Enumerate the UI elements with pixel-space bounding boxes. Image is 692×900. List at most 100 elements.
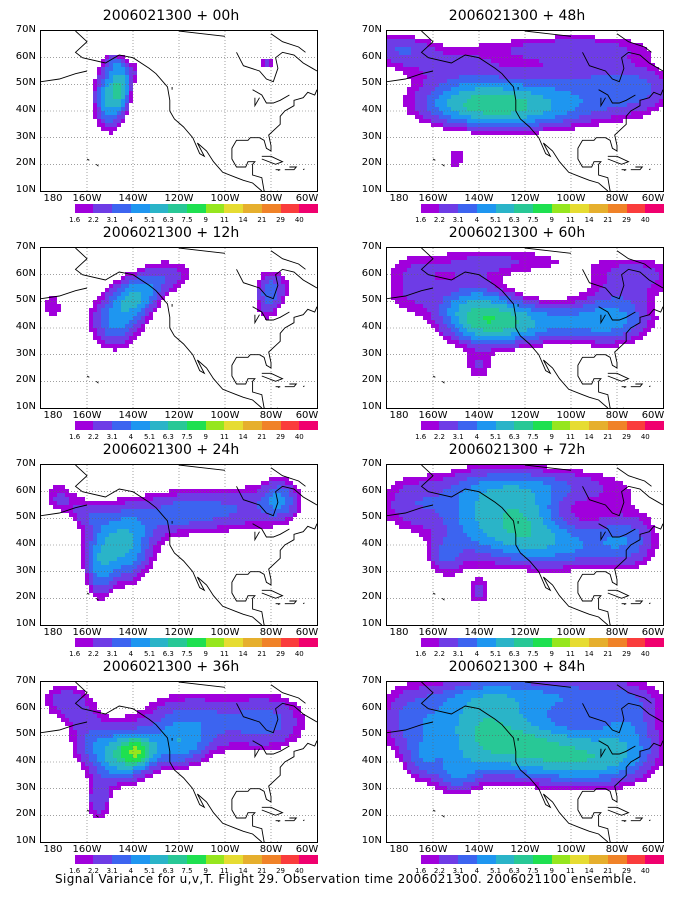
contour-cell — [101, 521, 105, 525]
contour-cell — [141, 553, 145, 557]
contour-cell — [483, 131, 487, 135]
contour-cell — [101, 316, 105, 320]
contour-cell — [395, 276, 399, 280]
contour-cell — [515, 268, 519, 272]
contour-cell — [419, 300, 423, 304]
contour-cell — [435, 300, 439, 304]
contour-cell — [583, 47, 587, 51]
contour-cell — [479, 127, 483, 131]
contour-cell — [431, 489, 435, 493]
contour-cell — [399, 35, 403, 39]
contour-cell — [659, 99, 663, 103]
contour-cell — [507, 473, 511, 477]
contour-cell — [173, 489, 177, 493]
contour-cell — [447, 75, 451, 79]
contour-cell — [535, 264, 539, 268]
contour-cell — [579, 43, 583, 47]
contour-cell — [467, 55, 471, 59]
contour-cell — [535, 99, 539, 103]
contour-cell — [105, 115, 109, 119]
contour-cell — [579, 99, 583, 103]
contour-cell — [479, 67, 483, 71]
contour-cell — [265, 300, 269, 304]
contour-cell — [117, 569, 121, 573]
contour-cell — [499, 115, 503, 119]
contour-cell — [97, 79, 101, 83]
contour-cell — [109, 292, 113, 296]
contour-cell — [411, 256, 415, 260]
contour-cell — [459, 123, 463, 127]
contour-cell — [431, 55, 435, 59]
contour-cell — [551, 489, 555, 493]
contour-cell — [435, 304, 439, 308]
contour-cell — [599, 87, 603, 91]
contour-cell — [129, 525, 133, 529]
contour-cell — [495, 328, 499, 332]
contour-cell — [491, 268, 495, 272]
contour-cell — [257, 521, 261, 525]
colorbar-label: 5.1 — [143, 650, 156, 658]
contour-cell — [89, 501, 93, 505]
contour-cell — [555, 111, 559, 115]
contour-cell — [467, 360, 471, 364]
contour-cell — [571, 477, 575, 481]
contour-cell — [511, 119, 515, 123]
contour-cell — [495, 103, 499, 107]
contour-cell — [463, 87, 467, 91]
contour-cell — [511, 79, 515, 83]
contour-cell — [643, 260, 647, 264]
contour-cell — [169, 501, 173, 505]
contour-cell — [121, 525, 125, 529]
contour-cell — [451, 103, 455, 107]
colorbar-swatch — [112, 638, 131, 647]
contour-cell — [451, 493, 455, 497]
contour-cell — [563, 489, 567, 493]
contour-cell — [463, 91, 467, 95]
contour-cell — [475, 368, 479, 372]
contour-cell — [65, 509, 69, 513]
contour-cell — [463, 485, 467, 489]
contour-cell — [447, 83, 451, 87]
contour-cell — [599, 107, 603, 111]
contour-cell — [479, 276, 483, 280]
contour-cell — [65, 493, 69, 497]
contour-cell — [603, 292, 607, 296]
contour-cell — [587, 67, 591, 71]
contour-cell — [623, 497, 627, 501]
contour-cell — [415, 59, 419, 63]
contour-cell — [487, 284, 491, 288]
contour-cell — [161, 288, 165, 292]
contour-cell — [435, 280, 439, 284]
contour-cell — [619, 272, 623, 276]
contour-cell — [607, 320, 611, 324]
contour-cell — [491, 67, 495, 71]
contour-cell — [265, 517, 269, 521]
contour-cell — [499, 252, 503, 256]
contour-cell — [233, 517, 237, 521]
contour-cell — [451, 155, 455, 159]
contour-cell — [655, 75, 659, 79]
contour-cell — [97, 505, 101, 509]
contour-cell — [157, 513, 161, 517]
contour-cell — [567, 111, 571, 115]
contour-cell — [479, 304, 483, 308]
contour-cell — [491, 312, 495, 316]
contour-cell — [129, 529, 133, 533]
contour-cell — [89, 533, 93, 537]
contour-cell — [439, 47, 443, 51]
contour-cell — [487, 83, 491, 87]
contour-cell — [539, 67, 543, 71]
contour-cell — [439, 473, 443, 477]
contour-cell — [595, 75, 599, 79]
contour-cell — [647, 288, 651, 292]
contour-cell — [483, 340, 487, 344]
contour-cell — [455, 71, 459, 75]
contour-cell — [81, 497, 85, 501]
contour-cell — [157, 264, 161, 268]
contour-cell — [651, 83, 655, 87]
contour-cell — [459, 340, 463, 344]
contour-cell — [101, 589, 105, 593]
contour-cell — [639, 107, 643, 111]
contour-cell — [109, 320, 113, 324]
contour-cell — [101, 517, 105, 521]
